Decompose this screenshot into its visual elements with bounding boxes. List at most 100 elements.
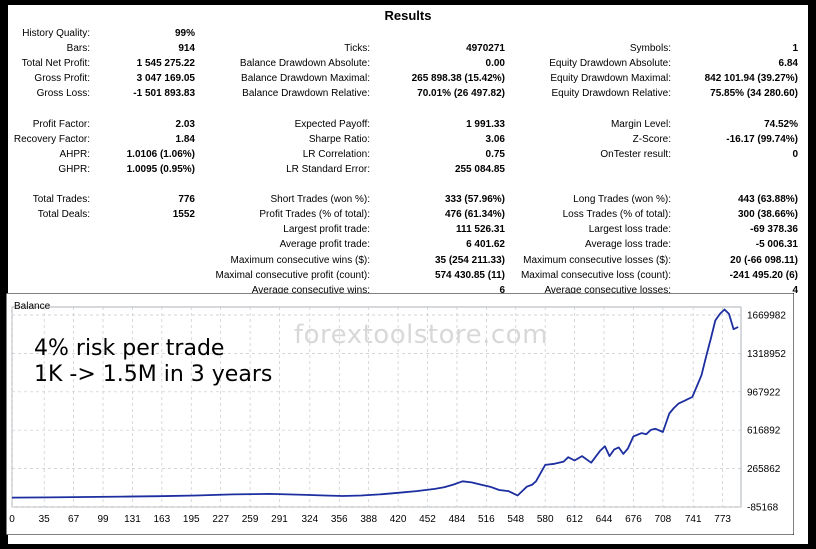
stat-value: 74.52% bbox=[764, 118, 798, 130]
plot-area bbox=[11, 306, 742, 508]
stat-label: History Quality: bbox=[22, 28, 90, 39]
y-tick-label: 616892 bbox=[747, 426, 781, 437]
x-tick-label: 67 bbox=[68, 514, 80, 525]
x-tick-label: 420 bbox=[390, 514, 407, 525]
x-tick-label: 131 bbox=[124, 514, 141, 525]
x-tick-label: 741 bbox=[685, 514, 702, 525]
stat-value: 4970271 bbox=[466, 43, 505, 55]
stat-label: Symbols: bbox=[629, 43, 671, 55]
stat-value: 3.06 bbox=[485, 133, 505, 145]
stat-value: 476 (61.34%) bbox=[444, 209, 505, 221]
x-tick-label: 773 bbox=[714, 514, 731, 525]
stat-value: 111 526.31 bbox=[456, 224, 505, 236]
balance-line bbox=[11, 308, 739, 499]
x-tick-label: 644 bbox=[596, 514, 613, 525]
x-tick-label: 163 bbox=[154, 514, 171, 525]
stat-value: 3 047 169.05 bbox=[136, 73, 195, 85]
stat-label: Loss Trades (% of total): bbox=[562, 209, 671, 221]
stat-value: 1.0095 (0.95%) bbox=[126, 163, 195, 175]
stat-label: GHPR: bbox=[58, 163, 90, 175]
stat-value: -5 006.31 bbox=[755, 239, 798, 251]
balance-chart: -85168 265862 616892 967922 1318952 1669982 0 3… bbox=[6, 293, 794, 535]
stat-value: 0.75 bbox=[485, 148, 505, 160]
stat-label: Balance Drawdown Maximal: bbox=[241, 73, 370, 85]
annotation-line-1: 4% risk per trade bbox=[34, 336, 225, 361]
watermark-text: forextoolstore.com bbox=[294, 320, 548, 350]
report-title: Results bbox=[384, 8, 432, 23]
stat-value: 443 (63.88%) bbox=[737, 194, 798, 206]
chart-annotation: 4% risk per trade 1K -> 1.5M in 3 years bbox=[34, 336, 272, 388]
stat-value: 333 (57.96%) bbox=[444, 194, 505, 206]
stat-label: Margin Level: bbox=[610, 118, 671, 130]
stat-label: Gross Loss: bbox=[36, 88, 90, 100]
stat-label: Profit Trades (% of total): bbox=[259, 209, 370, 221]
x-tick-label: 388 bbox=[360, 514, 377, 525]
stat-label: AHPR: bbox=[59, 148, 90, 160]
stat-label: Total Deals: bbox=[37, 209, 90, 221]
stat-value: 1552 bbox=[172, 209, 195, 221]
stat-label: Largest loss trade: bbox=[588, 224, 671, 236]
y-tick-label: 967922 bbox=[747, 387, 781, 398]
stat-value: 776 bbox=[178, 194, 195, 206]
stat-label: Long Trades (won %): bbox=[573, 194, 671, 206]
x-tick-label: 676 bbox=[625, 514, 642, 525]
stat-value: 255 084.85 bbox=[454, 163, 505, 175]
stat-label: Z-Score: bbox=[632, 133, 671, 145]
stat-label: Equity Drawdown Absolute: bbox=[549, 58, 671, 70]
stat-value: -16.17 (99.74%) bbox=[726, 133, 798, 145]
stat-label: Maximum consecutive losses ($): bbox=[523, 254, 671, 266]
stat-label: Maximal consecutive profit (count): bbox=[215, 269, 370, 281]
x-tick-label: 259 bbox=[242, 514, 259, 525]
x-tick-label: 708 bbox=[655, 514, 672, 525]
stat-value: 35 (254 211.33) bbox=[434, 254, 505, 266]
x-tick-label: 227 bbox=[212, 514, 229, 525]
chart-title: Balance bbox=[14, 301, 51, 312]
stat-value: 1 991.33 bbox=[466, 118, 505, 130]
stat-value: 1.84 bbox=[175, 133, 195, 145]
stat-value: -1 501 893.83 bbox=[133, 88, 195, 100]
x-tick-label: 35 bbox=[39, 514, 51, 525]
stat-value: 99% bbox=[174, 28, 195, 39]
y-tick-label: -85168 bbox=[747, 503, 779, 514]
x-tick-label: 291 bbox=[271, 514, 288, 525]
y-tick-label: 1318952 bbox=[747, 349, 786, 360]
stat-label: Sharpe Ratio: bbox=[308, 133, 370, 145]
stat-label: Ticks: bbox=[344, 43, 370, 55]
stat-label: Average profit trade: bbox=[279, 239, 370, 251]
stat-label: Maximal consecutive loss (count): bbox=[520, 269, 671, 281]
stat-value: 842 101.94 (39.27%) bbox=[704, 73, 798, 85]
stat-label: Profit Factor: bbox=[32, 118, 90, 130]
stat-label: Average loss trade: bbox=[585, 239, 671, 251]
stat-value: 300 (38.66%) bbox=[737, 209, 798, 221]
x-tick-label: 324 bbox=[302, 514, 319, 525]
stat-value: -69 378.36 bbox=[750, 224, 798, 236]
stat-value: -241 495.20 (6) bbox=[729, 269, 798, 281]
stat-label: Average consecutive wins: bbox=[251, 284, 370, 296]
stat-label: Maximum consecutive wins ($): bbox=[230, 254, 370, 266]
stat-label: Short Trades (won %): bbox=[270, 194, 370, 206]
x-tick-label: 195 bbox=[183, 514, 200, 525]
annotation-line-2: 1K -> 1.5M in 3 years bbox=[34, 362, 273, 387]
x-tick-label: 516 bbox=[478, 514, 495, 525]
stat-value: 0.00 bbox=[485, 58, 505, 70]
x-tick-label: 452 bbox=[419, 514, 436, 525]
stat-label: Bars: bbox=[66, 43, 90, 55]
stat-value: 4 bbox=[792, 284, 798, 296]
y-tick-label: 265862 bbox=[747, 464, 781, 475]
stat-value: 1.0106 (1.06%) bbox=[126, 148, 195, 160]
x-tick-label: 580 bbox=[537, 514, 554, 525]
stat-label: Balance Drawdown Absolute: bbox=[239, 58, 370, 70]
stat-label: LR Standard Error: bbox=[286, 163, 370, 175]
stat-label: Largest profit trade: bbox=[283, 224, 370, 236]
x-tick-label: 612 bbox=[566, 514, 583, 525]
stat-value: 20 (-66 098.11) bbox=[730, 254, 798, 266]
stat-value: 6.84 bbox=[778, 58, 798, 70]
stat-label: OnTester result: bbox=[600, 148, 671, 160]
x-tick-label: 99 bbox=[97, 514, 109, 525]
stat-label: Expected Payoff: bbox=[294, 118, 370, 130]
stat-value: 2.03 bbox=[175, 118, 195, 130]
stat-value: 6 bbox=[499, 284, 505, 296]
stat-value: 574 430.85 (11) bbox=[434, 269, 505, 281]
stat-label: Equity Drawdown Maximal: bbox=[550, 73, 671, 85]
stat-value: 265 898.38 (15.42%) bbox=[411, 73, 505, 85]
